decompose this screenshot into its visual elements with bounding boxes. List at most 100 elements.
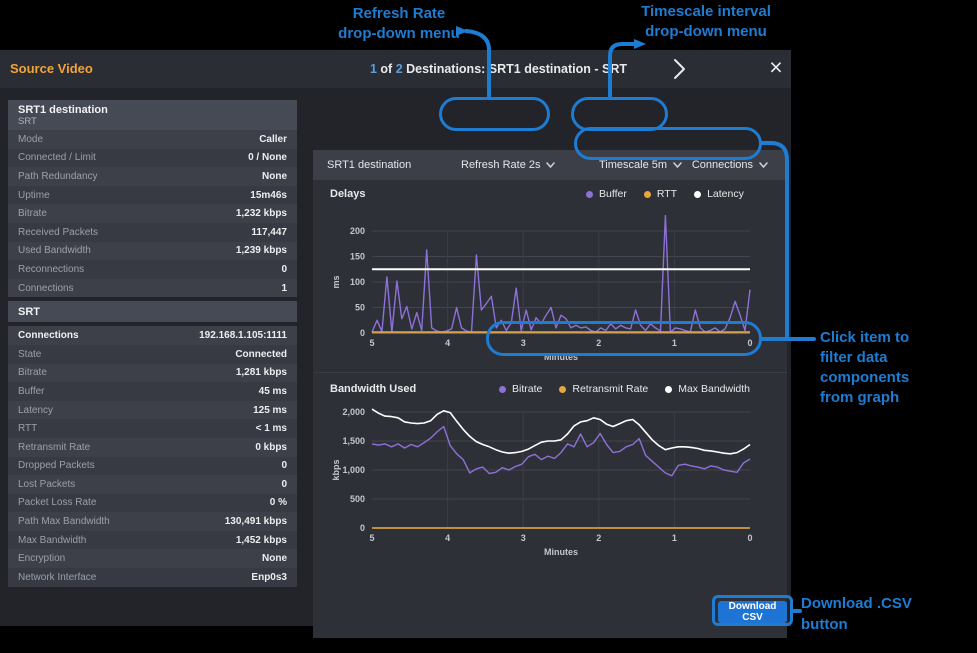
row-label: Path Redundancy — [18, 170, 98, 182]
row-label: Encryption — [18, 553, 66, 565]
legend-label: Bitrate — [512, 383, 543, 395]
annotation-line: Click item to — [820, 329, 910, 346]
svg-text:150: 150 — [350, 252, 365, 262]
row-value: 0 — [281, 263, 287, 275]
legend-item-retransmit-rate[interactable]: Retransmit Rate — [559, 383, 648, 395]
annotation-line: Download .CSV — [801, 595, 912, 612]
row-value: 1,232 kbps — [235, 208, 287, 220]
svg-text:5: 5 — [369, 533, 374, 543]
svg-text:0: 0 — [360, 523, 365, 533]
row-value: 130,491 kbps — [224, 516, 287, 528]
table-row: Connections 192.168.1.105:1111 — [8, 326, 297, 345]
row-value: Caller — [259, 133, 287, 145]
row-value: 117,447 — [251, 226, 287, 238]
destination-stats-dialog: Source Video 1 of 2 Destinations: SRT1 d… — [0, 50, 791, 638]
row-label: Bitrate — [18, 208, 47, 220]
row-value: 1,452 kbps — [235, 534, 287, 546]
row-label: Buffer — [18, 385, 45, 397]
table-row: Network Interface Enp0s3 — [8, 568, 297, 587]
table-row: Connected / Limit 0 / None — [8, 148, 297, 168]
svg-text:500: 500 — [350, 494, 365, 504]
row-label: Retransmit Rate — [18, 441, 91, 453]
row-value: Enp0s3 — [251, 571, 287, 583]
row-value: 125 ms — [253, 404, 287, 416]
bandwidth-line-chart: 0 500 1,000 1,500 2,000 5 4 3 2 1 0 Minutes kbps — [331, 407, 753, 557]
legend-item-rtt[interactable]: RTT — [643, 188, 677, 200]
legend-color-dot — [665, 385, 673, 393]
row-value: < 1 ms — [255, 423, 287, 435]
row-label: Network Interface — [18, 571, 97, 583]
table-row: Path Max Bandwidth 130,491 kbps — [8, 512, 297, 531]
table-row: Bitrate 1,232 kbps — [8, 204, 297, 223]
chevron-down-icon — [546, 162, 556, 168]
annotation-line: drop-down menu — [645, 23, 767, 40]
row-value: 1,239 kbps — [235, 245, 287, 257]
table-group: Connections 192.168.1.105:1111 State Connec… — [8, 326, 297, 587]
table-group-header: SRT1 destination SRT — [8, 100, 297, 130]
table-row: Used Bandwidth 1,239 kbps — [8, 241, 297, 261]
timescale-annotation: Timescale interval drop-down menu — [630, 2, 782, 42]
legend-item-bitrate[interactable]: Bitrate — [499, 383, 542, 395]
next-destination-button[interactable] — [668, 58, 690, 80]
annotation-line: components — [820, 369, 910, 386]
row-label: Received Packets — [18, 226, 99, 238]
svg-text:kbps: kbps — [331, 459, 341, 480]
svg-text:100: 100 — [350, 277, 365, 287]
legend-item-max-bandwidth[interactable]: Max Bandwidth — [665, 383, 750, 395]
row-value: Connected — [235, 348, 287, 360]
annotation-line: Timescale interval — [641, 3, 771, 20]
table-row: State Connected — [8, 344, 297, 364]
legend-color-dot — [586, 190, 593, 198]
row-value: 45 ms — [258, 385, 287, 397]
row-label: RTT — [18, 423, 38, 435]
table-row: Packet Loss Rate 0 % — [8, 493, 297, 513]
svg-text:3: 3 — [521, 533, 526, 543]
table-row: Retransmit Rate 0 kbps — [8, 437, 297, 457]
table-row: Reconnections 0 — [8, 260, 297, 279]
legend-item-latency[interactable]: Latency — [694, 188, 744, 200]
row-value: 0 kbps — [255, 441, 287, 453]
legend-label: Retransmit Rate — [572, 383, 649, 395]
table-row: RTT < 1 ms — [8, 419, 297, 438]
row-label: Mode — [18, 133, 44, 145]
legend-item-buffer[interactable]: Buffer — [586, 188, 627, 200]
legend-color-dot — [559, 385, 567, 393]
table-row: Received Packets 117,447 — [8, 222, 297, 242]
legend-color-dot — [499, 385, 506, 393]
timescale-dropdown[interactable]: Timescale 5m — [599, 150, 682, 180]
row-label: Path Max Bandwidth — [18, 516, 110, 528]
table-row: Latency 125 ms — [8, 400, 297, 420]
title-current-number: 1 — [370, 62, 377, 76]
legend-color-dot — [694, 190, 702, 198]
connections-dropdown[interactable]: Connections — [692, 150, 768, 180]
refresh-rate-dropdown-label: Refresh Rate 2s — [461, 159, 541, 171]
svg-text:50: 50 — [355, 303, 365, 313]
table-row: Path Redundancy None — [8, 167, 297, 186]
row-value: 1 — [281, 282, 287, 294]
download-csv-button[interactable]: Download CSV — [718, 601, 787, 623]
row-label: Uptime — [18, 189, 50, 201]
refresh-rate-dropdown[interactable]: Refresh Rate 2s — [461, 150, 556, 180]
svg-text:3: 3 — [521, 338, 526, 348]
table-row: Lost Packets 0 — [8, 475, 297, 494]
delays-line-chart: 0 50 100 150 200 5 4 3 2 1 0 Minutes ms — [331, 215, 753, 362]
table-section-header: SRT — [8, 301, 297, 323]
row-value: 0 — [281, 460, 287, 472]
row-value: None — [262, 553, 287, 565]
svg-text:2: 2 — [596, 338, 601, 348]
title-rest: Destinations: SRT1 destination - SRT — [402, 62, 627, 76]
row-label: Connections — [18, 282, 74, 294]
row-label: Dropped Packets — [18, 460, 95, 472]
svg-text:1: 1 — [672, 338, 677, 348]
table-row: Dropped Packets 0 — [8, 456, 297, 476]
row-label: Connected / Limit — [18, 152, 96, 164]
panel-title: SRT1 destination — [327, 159, 412, 171]
close-icon[interactable]: × — [769, 54, 783, 80]
dialog-title: 1 of 2 Destinations: SRT1 destination - … — [370, 62, 627, 76]
legend-color-dot — [643, 190, 651, 198]
svg-text:4: 4 — [445, 338, 450, 348]
annotation-line: filter data — [820, 349, 888, 366]
annotation-line: button — [801, 616, 848, 633]
row-value: 15m46s — [250, 189, 287, 201]
